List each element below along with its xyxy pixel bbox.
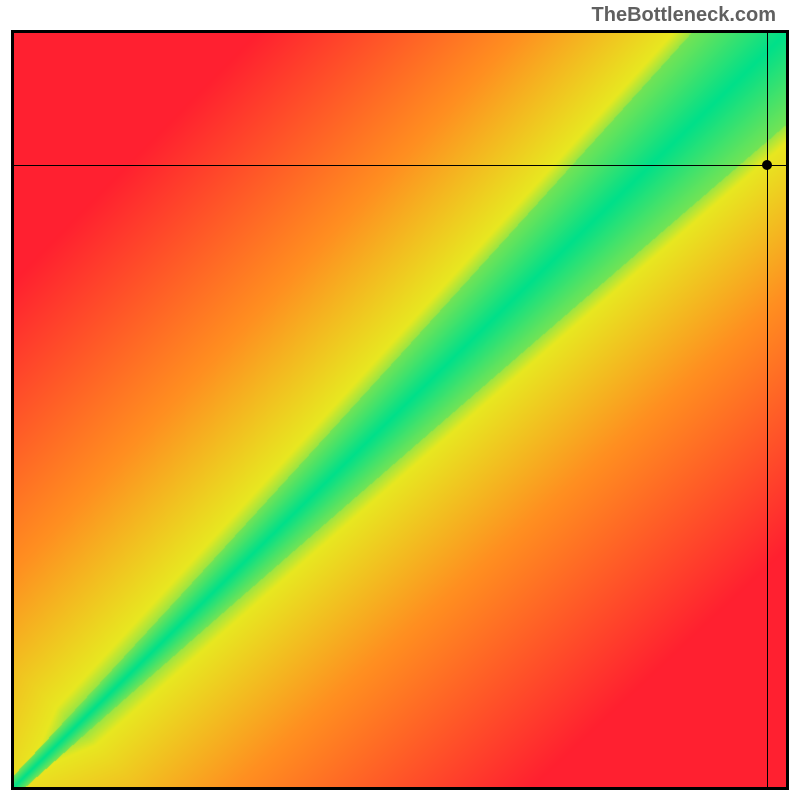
heatmap-canvas — [14, 33, 786, 787]
crosshair-point — [762, 160, 772, 170]
heatmap-chart — [11, 30, 789, 790]
crosshair-vertical — [767, 33, 768, 787]
crosshair-horizontal — [14, 165, 786, 166]
watermark-text: TheBottleneck.com — [592, 4, 776, 27]
